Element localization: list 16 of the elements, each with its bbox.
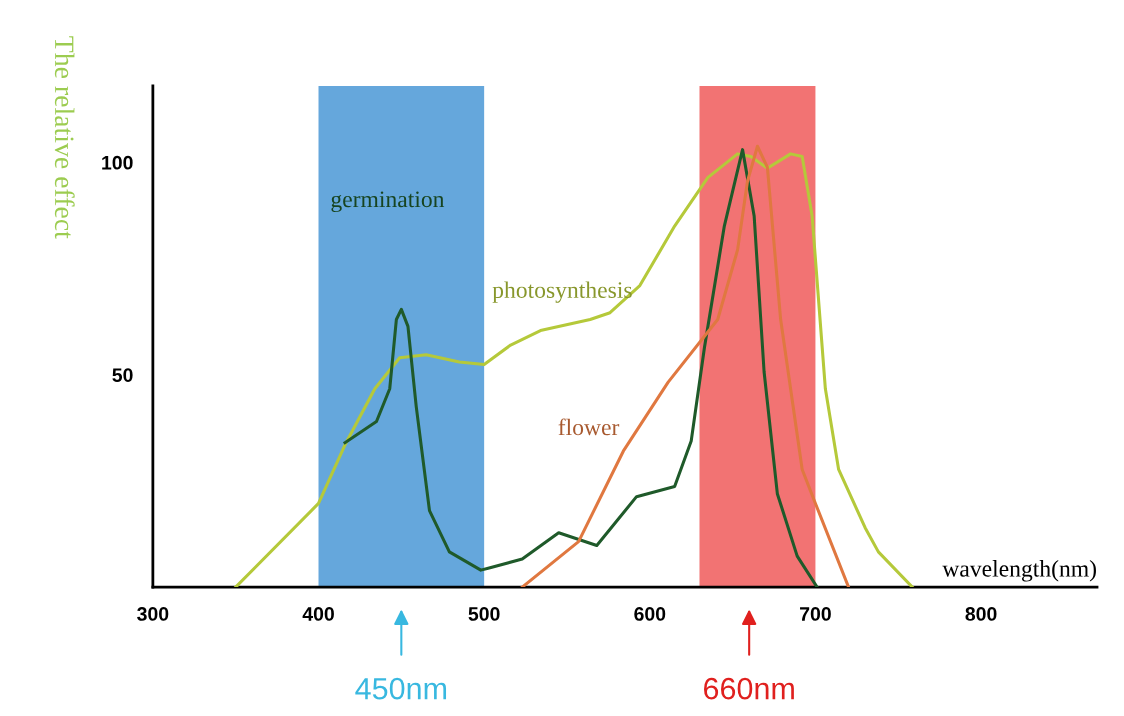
series-label: photosynthesis [492,281,632,303]
y-tick-label: 100 [102,155,133,170]
annotation: 660nm [704,677,794,700]
x-tick-label: 700 [800,607,831,621]
line-series [234,152,914,588]
text: germination [331,191,445,213]
x-tick-label: 500 [468,607,500,621]
x-tick-label: 400 [302,607,334,621]
series-label: flower [558,418,620,436]
y-tick-label: 50 [112,368,133,382]
x-tick-label: 300 [137,607,169,621]
x-axis-title: wavelength(nm) [942,560,1096,582]
annotation: 450nm [355,677,447,700]
x-tick-label: 800 [965,607,997,621]
x-tick-label: 600 [634,607,666,621]
y-axis-title: The relative effect [54,36,75,239]
